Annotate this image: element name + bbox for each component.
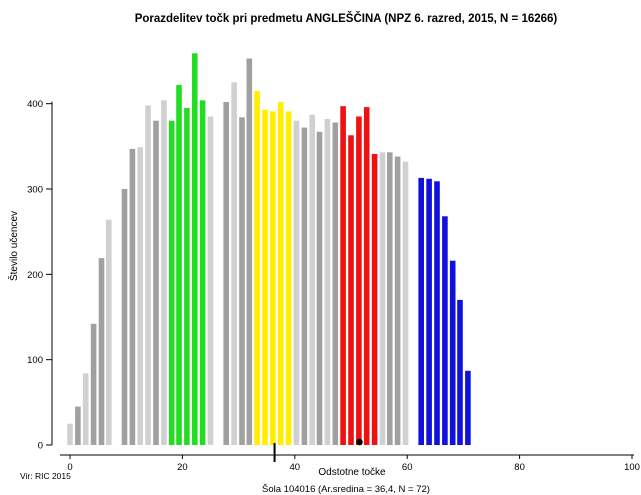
- bar-20: [239, 117, 245, 446]
- x-tick-label: 100: [624, 462, 640, 473]
- bar-38: [379, 152, 386, 446]
- bar-15: [192, 53, 198, 446]
- x-tick-label: 40: [290, 462, 301, 473]
- markers-group: [273, 438, 363, 462]
- bar-26: [285, 111, 292, 446]
- bar-9: [145, 105, 151, 446]
- x-tick-label: 80: [514, 462, 525, 473]
- bar-8: [137, 147, 143, 445]
- y-tick-label: 0: [38, 441, 43, 452]
- x-axis-label: Odstotne točke: [318, 467, 386, 478]
- y-tick-label: 300: [27, 185, 43, 196]
- bar-23: [262, 109, 268, 445]
- source-note: Vir: RIC 2015: [20, 471, 71, 481]
- bar-32: [332, 122, 339, 445]
- y-axis-label: Število učencev: [7, 211, 20, 281]
- bar-16: [199, 100, 206, 446]
- bar-27: [293, 120, 300, 445]
- bar-14: [184, 107, 190, 446]
- bar-10: [153, 120, 159, 445]
- bar-24: [270, 111, 276, 446]
- y-tick-label: 400: [27, 99, 43, 110]
- bar-13: [176, 84, 182, 446]
- bar-46: [449, 260, 456, 445]
- bar-19: [231, 82, 237, 446]
- bar-25: [277, 102, 284, 445]
- bar-43: [426, 178, 432, 446]
- bar-30: [316, 131, 323, 446]
- bar-29: [309, 114, 315, 446]
- bar-47: [457, 299, 463, 445]
- bar-37: [371, 154, 378, 445]
- y-tick-label: 200: [27, 270, 43, 281]
- bar-48: [465, 370, 471, 445]
- x-axis: 0 20 40 60 80 100: [60, 454, 640, 473]
- reference-point-marker: [356, 438, 363, 446]
- x-tick-label: 60: [402, 462, 413, 473]
- bar-42: [418, 177, 424, 445]
- bar-1: [75, 406, 81, 445]
- bar-12: [168, 120, 175, 445]
- bar-7: [129, 148, 136, 445]
- bar-18: [223, 102, 229, 445]
- bar-6: [121, 189, 128, 445]
- bar-0: [67, 423, 73, 445]
- chart-title: Porazdelitev točk pri predmetu ANGLEŠČIN…: [135, 12, 558, 25]
- bar-17: [207, 116, 214, 445]
- bar-45: [442, 216, 448, 445]
- bar-5: [106, 219, 112, 445]
- y-tick-label: 100: [27, 355, 43, 366]
- bar-2: [82, 373, 89, 445]
- bar-31: [324, 119, 331, 445]
- bar-40: [394, 156, 401, 445]
- bar-28: [301, 127, 308, 445]
- bar-11: [161, 100, 167, 446]
- bar-36: [363, 107, 370, 445]
- bar-22: [254, 90, 260, 446]
- x-tick-label: 0: [67, 462, 72, 473]
- bar-35: [356, 116, 362, 445]
- bar-21: [246, 58, 253, 445]
- bar-44: [434, 181, 440, 446]
- bar-39: [387, 152, 393, 446]
- school-note: Šola 104016 (Ar.sredina = 36,4, N = 72): [262, 484, 430, 495]
- x-tick-label: 20: [177, 462, 188, 473]
- bars-group: [67, 53, 471, 446]
- bar-3: [90, 323, 97, 445]
- y-axis: 0 100 200 300 400: [27, 99, 53, 452]
- bar-34: [348, 135, 354, 446]
- bar-33: [340, 106, 346, 445]
- bar-4: [98, 258, 105, 445]
- bar-41: [402, 161, 409, 445]
